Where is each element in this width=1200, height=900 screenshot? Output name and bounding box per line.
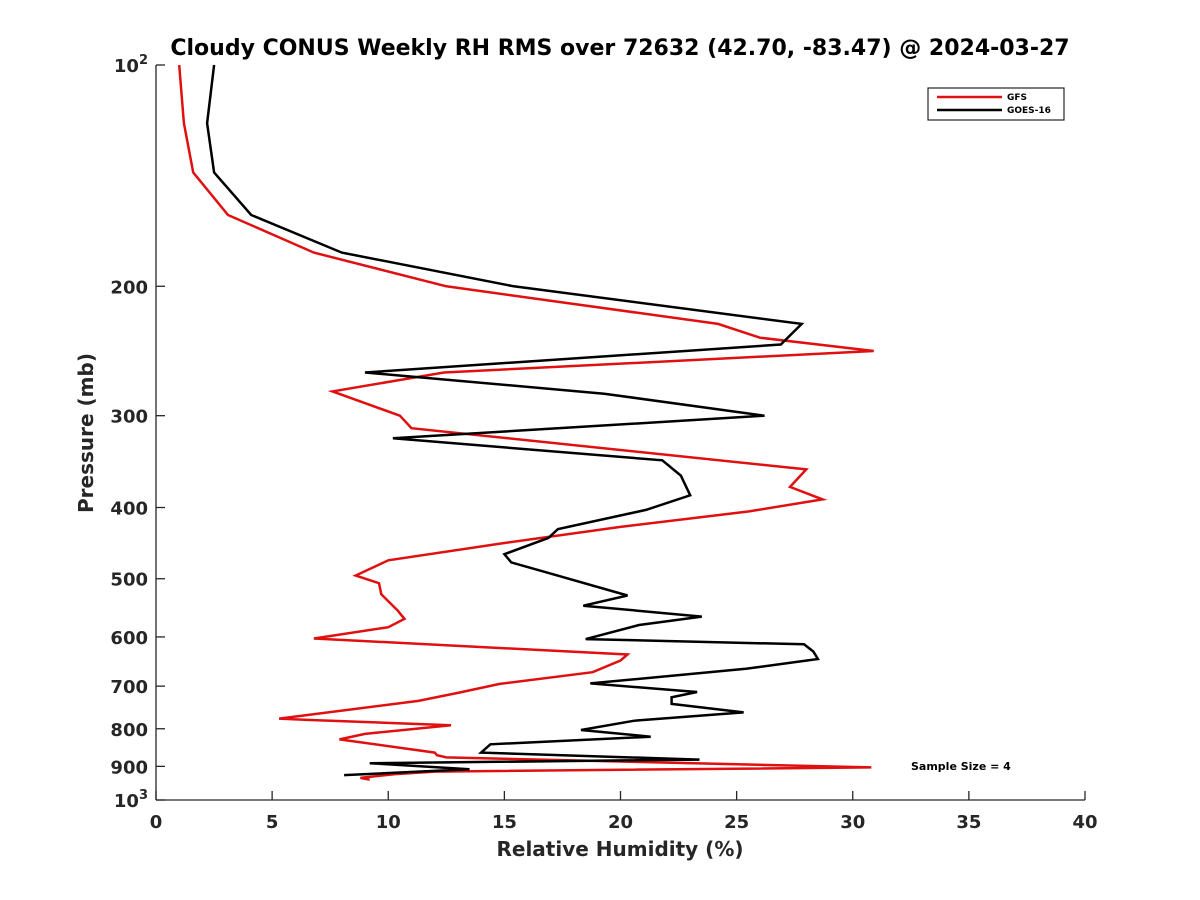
- legend-label-gfs: GFS: [1007, 93, 1027, 103]
- legend: GFS GOES-16: [927, 87, 1065, 121]
- y-tick-label: 700: [110, 677, 148, 698]
- y-tick-label: 400: [110, 499, 148, 520]
- x-tick-label: 40: [1072, 812, 1097, 833]
- series-line-gfs: [177, 64, 874, 781]
- y-tick-label: 500: [110, 570, 148, 591]
- y-tick-label: 102: [114, 53, 148, 77]
- x-tick-label: 15: [492, 812, 517, 833]
- sample-size-annotation: Sample Size = 4: [911, 760, 1011, 773]
- x-tick-label: 5: [266, 812, 279, 833]
- x-tick-label: 35: [956, 812, 981, 833]
- plot-area: [156, 65, 1085, 800]
- series-layer: [177, 64, 874, 781]
- series-line-goes16: [205, 64, 820, 777]
- x-tick-label: 30: [840, 812, 865, 833]
- legend-box: [927, 87, 1065, 121]
- chart-title: Cloudy CONUS Weekly RH RMS over 72632 (4…: [170, 36, 1069, 61]
- x-tick-label: 20: [608, 812, 633, 833]
- y-tick-label: 300: [110, 407, 148, 428]
- x-tick-label: 25: [724, 812, 749, 833]
- y-tick-label: 900: [110, 757, 148, 778]
- y-tick-label: 200: [110, 277, 148, 298]
- y-tick-label: 800: [110, 720, 148, 741]
- x-tick-label: 10: [376, 812, 401, 833]
- x-axis-label: Relative Humidity (%): [496, 837, 743, 861]
- y-tick-label: 103: [114, 788, 148, 812]
- x-ticks: 0 5 10 15 20 25 30 35 40: [150, 791, 1098, 833]
- legend-label-goes16: GOES-16: [1007, 106, 1051, 116]
- y-axis-label: Pressure (mb): [74, 353, 98, 513]
- y-ticks: 102 200 300 400 500 600 700 800 900 103: [110, 53, 165, 812]
- x-tick-label: 0: [150, 812, 163, 833]
- y-tick-label: 600: [110, 628, 148, 649]
